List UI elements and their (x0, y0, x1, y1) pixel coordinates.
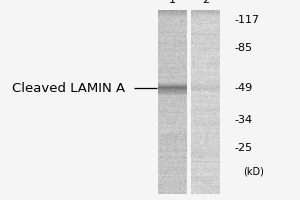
Text: -117: -117 (234, 15, 259, 25)
Text: -49: -49 (234, 83, 252, 93)
Text: -34: -34 (234, 115, 252, 125)
Text: 2: 2 (202, 0, 209, 5)
Text: Cleaved LAMIN A: Cleaved LAMIN A (12, 82, 125, 95)
Text: -85: -85 (234, 43, 252, 53)
Text: -25: -25 (234, 143, 252, 153)
Text: 1: 1 (169, 0, 176, 5)
Text: (kD): (kD) (243, 167, 264, 177)
